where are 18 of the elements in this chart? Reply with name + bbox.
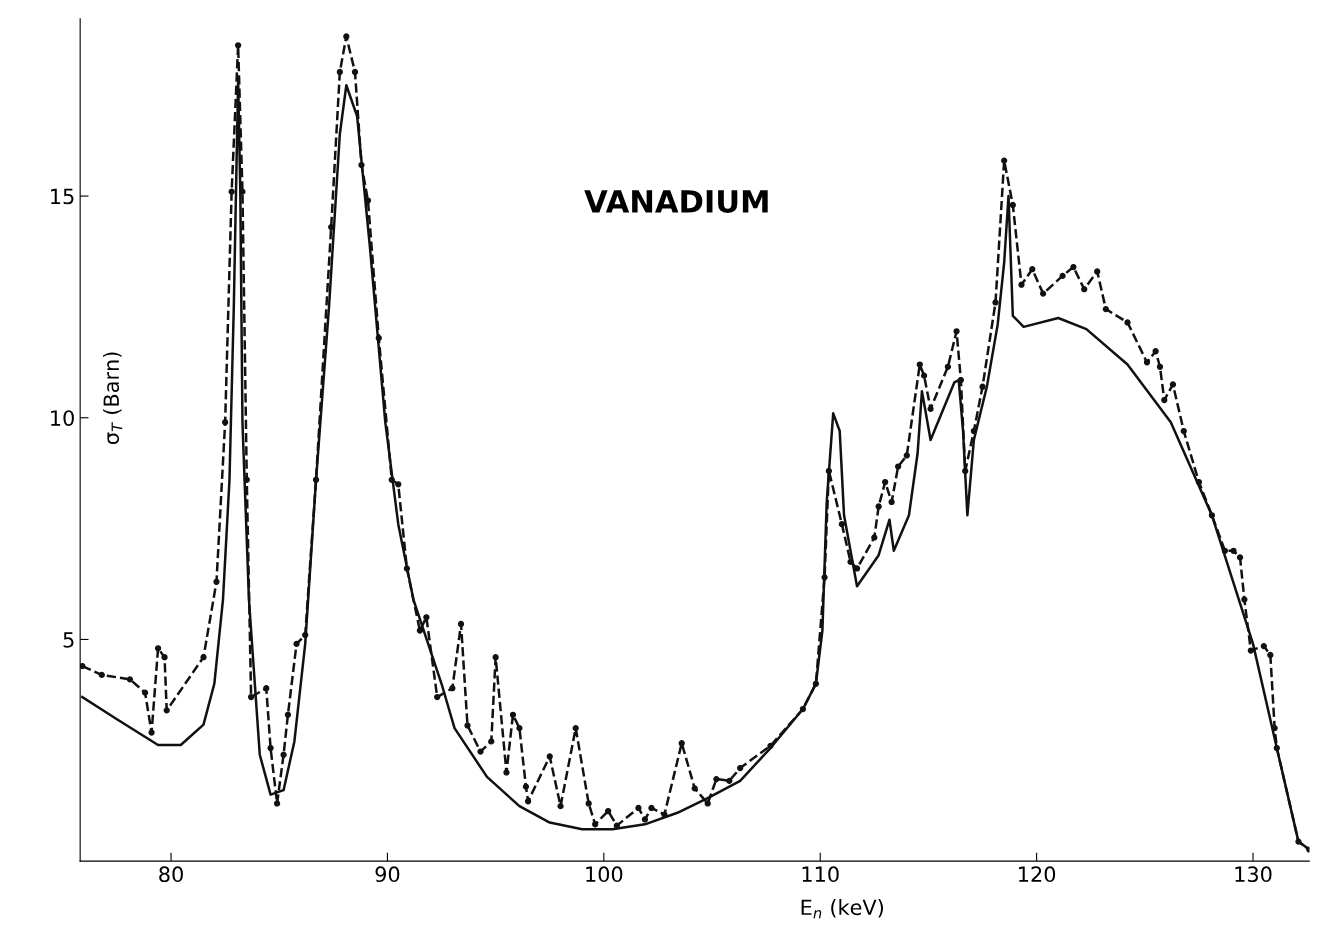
point	[1273, 744, 1280, 752]
x-tick-label: 90	[375, 866, 400, 883]
x-tick-label: 80	[159, 866, 183, 883]
point	[812, 680, 820, 687]
x-tick-label: 130	[1235, 866, 1272, 883]
point	[799, 705, 807, 713]
y-tick-label: 15	[51, 188, 74, 205]
point	[312, 476, 320, 483]
x-tick-label: 100	[586, 866, 623, 883]
annotation: VANADIUM	[584, 190, 768, 213]
y-tick-label: 5	[63, 632, 74, 648]
y-axis-title: σ$_{T}$ (Barn)	[103, 352, 123, 445]
x-tick-label: 120	[1019, 866, 1056, 883]
y-tick-label: 10	[51, 410, 74, 426]
point	[1208, 512, 1216, 519]
x-axis-title: E$_{n}$ (keV)	[801, 899, 884, 919]
x-tick-label: 110	[802, 866, 839, 883]
point	[1295, 838, 1302, 845]
